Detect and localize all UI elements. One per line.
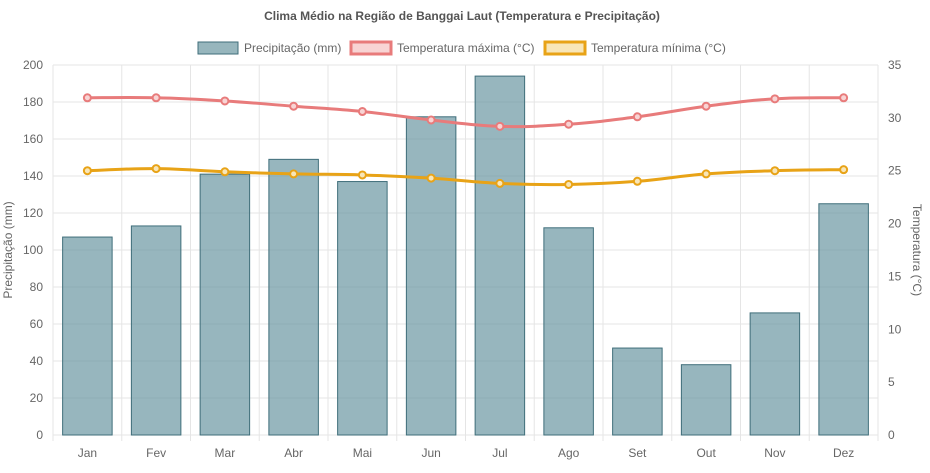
axes: 0 20 40 60 80 100 120 140 160 180 200 0 5 10 15 20 25 30 3… xyxy=(23,58,902,460)
legend-swatch-temp-min xyxy=(543,40,587,56)
x-tick-label: Mai xyxy=(353,446,372,460)
temp-max-point[interactable] xyxy=(632,112,642,122)
temp-min-point[interactable] xyxy=(701,169,711,179)
temp-max-point[interactable] xyxy=(839,93,849,103)
temp-min-point[interactable] xyxy=(82,166,92,176)
temp-min-line xyxy=(87,167,844,187)
y-left-tick-label: 20 xyxy=(30,391,44,405)
temp-max-point[interactable] xyxy=(357,107,367,117)
temp-max-point[interactable] xyxy=(82,93,92,103)
temp-max-line xyxy=(87,95,844,129)
precipitation-bar[interactable] xyxy=(749,312,801,436)
precipitation-bar[interactable] xyxy=(405,116,457,436)
y-right-tick-label: 15 xyxy=(888,269,902,283)
precipitation-bar[interactable] xyxy=(130,225,182,436)
x-tick-label: Fev xyxy=(146,446,166,460)
legend-item-temp-min[interactable]: Temperatura mínima (°C) xyxy=(543,40,726,56)
temp-min-point[interactable] xyxy=(770,166,780,176)
temp-max-point[interactable] xyxy=(220,96,230,106)
legend-item-temp-max[interactable]: Temperatura máxima (°C) xyxy=(349,40,535,56)
x-tick-label: Nov xyxy=(764,446,785,460)
legend-swatch-temp-max xyxy=(349,40,393,56)
legend-label-temp-min: Temperatura mínima (°C) xyxy=(591,41,726,55)
y-right-tick-label: 30 xyxy=(888,111,902,125)
x-tick-label: Ago xyxy=(558,446,580,460)
grid xyxy=(52,64,879,441)
y-right-tick-label: 0 xyxy=(888,428,895,442)
x-tick-label: Dez xyxy=(833,446,854,460)
temp-max-point[interactable] xyxy=(289,101,299,111)
legend-swatch-precipitation xyxy=(197,41,239,55)
x-tick-label: Jun xyxy=(421,446,440,460)
y-left-tick-label: 200 xyxy=(23,58,43,72)
y-right-tick-label: 10 xyxy=(888,322,902,336)
y-right-tick-label: 20 xyxy=(888,217,902,231)
legend-item-precipitation[interactable]: Precipitação (mm) xyxy=(197,41,341,55)
temp-min-point[interactable] xyxy=(151,164,161,174)
temp-min-point[interactable] xyxy=(839,165,849,175)
y-left-tick-label: 140 xyxy=(23,169,43,183)
y-left-tick-label: 160 xyxy=(23,132,43,146)
x-tick-label: Set xyxy=(628,446,647,460)
temp-min-point[interactable] xyxy=(289,169,299,179)
precipitation-bar[interactable] xyxy=(543,227,594,436)
temp-max-point[interactable] xyxy=(495,121,505,131)
y-left-tick-label: 0 xyxy=(36,428,43,442)
temp-min-point[interactable] xyxy=(220,167,230,177)
precipitation-bar[interactable] xyxy=(62,236,113,436)
x-tick-label: Abr xyxy=(284,446,303,460)
temp-min-point[interactable] xyxy=(357,170,367,180)
temp-max-point[interactable] xyxy=(770,94,780,104)
y-right-tick-label: 5 xyxy=(888,375,895,389)
precipitation-bar[interactable] xyxy=(337,181,388,436)
y-left-tick-label: 100 xyxy=(23,243,43,257)
legend-label-temp-max: Temperatura máxima (°C) xyxy=(397,41,535,55)
y-left-tick-label: 40 xyxy=(30,354,44,368)
temperature-lines xyxy=(82,93,849,189)
temp-max-point[interactable] xyxy=(151,93,161,103)
legend-label-precipitation: Precipitação (mm) xyxy=(244,41,341,55)
x-tick-label: Out xyxy=(696,446,716,460)
temp-min-point[interactable] xyxy=(426,173,436,183)
y-left-axis-title: Precipitação (mm) xyxy=(1,201,15,298)
precipitation-bar[interactable] xyxy=(474,75,526,436)
temp-min-point[interactable] xyxy=(632,176,642,186)
x-tick-label: Jan xyxy=(78,446,97,460)
chart-title: Clima Médio na Região de Banggai Laut (T… xyxy=(264,9,660,23)
precipitation-bar[interactable] xyxy=(268,158,319,436)
temp-max-point[interactable] xyxy=(564,119,574,129)
precipitation-bars xyxy=(62,75,869,436)
x-tick-label: Mar xyxy=(215,446,236,460)
y-right-tick-label: 35 xyxy=(888,58,902,72)
precipitation-bar[interactable] xyxy=(199,173,251,436)
temp-min-point[interactable] xyxy=(564,179,574,189)
temp-max-point[interactable] xyxy=(426,115,436,125)
precipitation-bar[interactable] xyxy=(612,347,663,436)
legend: Precipitação (mm) Temperatura máxima (°C… xyxy=(197,40,726,56)
y-left-tick-label: 180 xyxy=(23,95,43,109)
y-right-tick-label: 25 xyxy=(888,164,902,178)
y-left-tick-label: 120 xyxy=(23,206,43,220)
temp-max-point[interactable] xyxy=(701,101,711,111)
y-right-axis-title: Temperatura (°C) xyxy=(910,204,924,296)
y-left-tick-label: 60 xyxy=(30,317,44,331)
precipitation-bar[interactable] xyxy=(680,364,732,436)
temp-min-point[interactable] xyxy=(495,178,505,188)
y-left-tick-label: 80 xyxy=(30,280,44,294)
x-tick-label: Jul xyxy=(492,446,507,460)
precipitation-bar[interactable] xyxy=(818,203,869,436)
